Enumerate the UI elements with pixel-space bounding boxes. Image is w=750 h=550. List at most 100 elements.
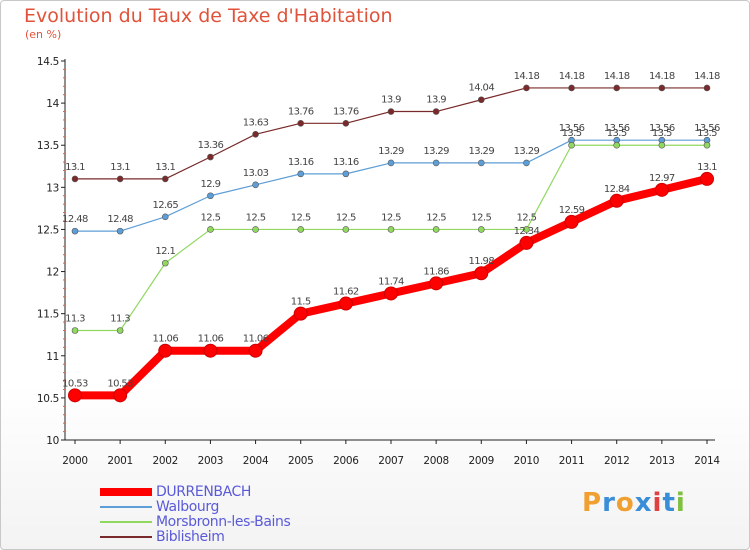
legend-item-morsbronn-les-bains[interactable]: Morsbronn-les-Bains [100,513,291,530]
data-point [474,266,489,281]
x-tick-label: 2006 [333,455,359,467]
y-tick-label: 11 [46,351,59,363]
data-label: 12.5 [200,212,220,223]
data-label: 12.84 [604,184,630,195]
data-label: 14.04 [468,83,494,94]
data-point [609,193,624,208]
data-point [338,296,353,311]
data-point [297,170,305,178]
data-label: 14.18 [649,71,675,82]
data-point [71,327,79,334]
x-tick-label: 2003 [198,455,224,467]
logo-letter: P [582,488,603,518]
data-point [342,120,350,127]
data-label: 13.29 [514,146,540,157]
data-point [654,182,669,197]
legend-item-durrenbach[interactable]: DURRENBACH [100,484,290,500]
data-label: 13.76 [333,106,359,117]
data-point [519,235,534,250]
x-tick-label: 2000 [62,455,88,467]
x-tick-label: 2008 [423,455,449,467]
y-tick-label: 10 [46,435,59,447]
data-point [477,159,485,167]
y-tick-label: 11.5 [37,309,59,321]
data-label: 11.98 [468,256,494,267]
data-label: 13.76 [288,106,314,117]
legend-label: Biblisheim [156,528,225,545]
data-point [568,84,575,92]
data-point [248,343,263,358]
data-label: 12.48 [107,214,133,225]
data-point [432,108,440,115]
logo-letter: i [652,488,663,518]
data-label: 14.18 [559,71,585,82]
data-label: 13.5 [697,128,717,139]
data-label: 11.74 [378,276,404,287]
y-tick-label: 10.5 [37,393,59,405]
data-point [71,175,79,183]
data-point [116,175,124,183]
x-tick-label: 2014 [694,455,720,467]
data-label: 12.5 [471,212,491,223]
data-point [384,286,398,301]
legend-label: Morsbronn-les-Bains [156,513,291,530]
data-point [700,171,714,186]
data-point [207,153,214,161]
legend-swatch [100,520,152,523]
data-point [387,159,395,167]
data-label: 13.56 [649,123,675,134]
data-point [658,141,666,149]
x-tick-label: 2009 [469,455,495,467]
data-point [523,226,530,233]
logo-letter: t [662,488,676,518]
data-point [613,84,621,92]
data-label: 11.3 [110,314,130,325]
data-label: 11.5 [291,297,311,308]
data-label: 11.86 [423,266,449,277]
data-label: 11.06 [243,334,269,345]
data-point [116,227,124,235]
data-point [613,141,621,149]
y-tick-label: 12 [46,267,59,279]
data-point [293,306,308,321]
legend-item-walbourg[interactable]: Walbourg [100,499,290,515]
legend-swatch [100,535,152,538]
data-label: 12.5 [516,212,536,223]
data-point [113,388,128,403]
legend: DURRENBACH Walbourg Morsbronn-les-Bains … [100,484,291,545]
logo-letter: i [675,488,686,518]
data-point [297,120,305,127]
data-label: 13.9 [381,95,401,106]
data-label: 12.97 [649,173,675,184]
data-point [207,226,214,233]
x-tick-label: 2001 [107,455,133,467]
data-point [161,175,169,183]
x-tick-label: 2011 [559,455,585,467]
data-point [71,227,79,235]
data-point [703,141,711,149]
data-label: 11.06 [198,334,224,345]
x-tick-label: 2004 [243,455,269,467]
series-line-morsbronn-les-bains [74,144,708,332]
data-point [523,159,530,167]
data-label: 13.56 [694,123,720,134]
legend-swatch [100,505,152,508]
data-label: 11.06 [152,334,178,345]
data-label: 13.29 [468,146,494,157]
data-label: 11.62 [333,287,359,298]
data-point [342,226,350,233]
data-point [477,96,485,104]
data-label: 13.03 [243,168,269,179]
data-label: 12.5 [381,212,401,223]
data-label: 13.1 [697,162,717,173]
data-label: 13.9 [426,95,446,106]
axes: 10 10.5 11 11.5 12 12.5 13 13.5 14 14.5 2000 2001 20… [37,56,721,467]
data-label: 13.29 [423,146,449,157]
data-label: 12.9 [200,179,220,190]
data-label: 13.16 [333,157,359,168]
legend-item-biblisheim[interactable]: Biblisheim [100,528,290,545]
data-label: 13.56 [604,123,630,134]
data-label: 11.3 [65,314,85,325]
x-tick-label: 2013 [649,455,675,467]
data-label: 12.5 [246,212,266,223]
